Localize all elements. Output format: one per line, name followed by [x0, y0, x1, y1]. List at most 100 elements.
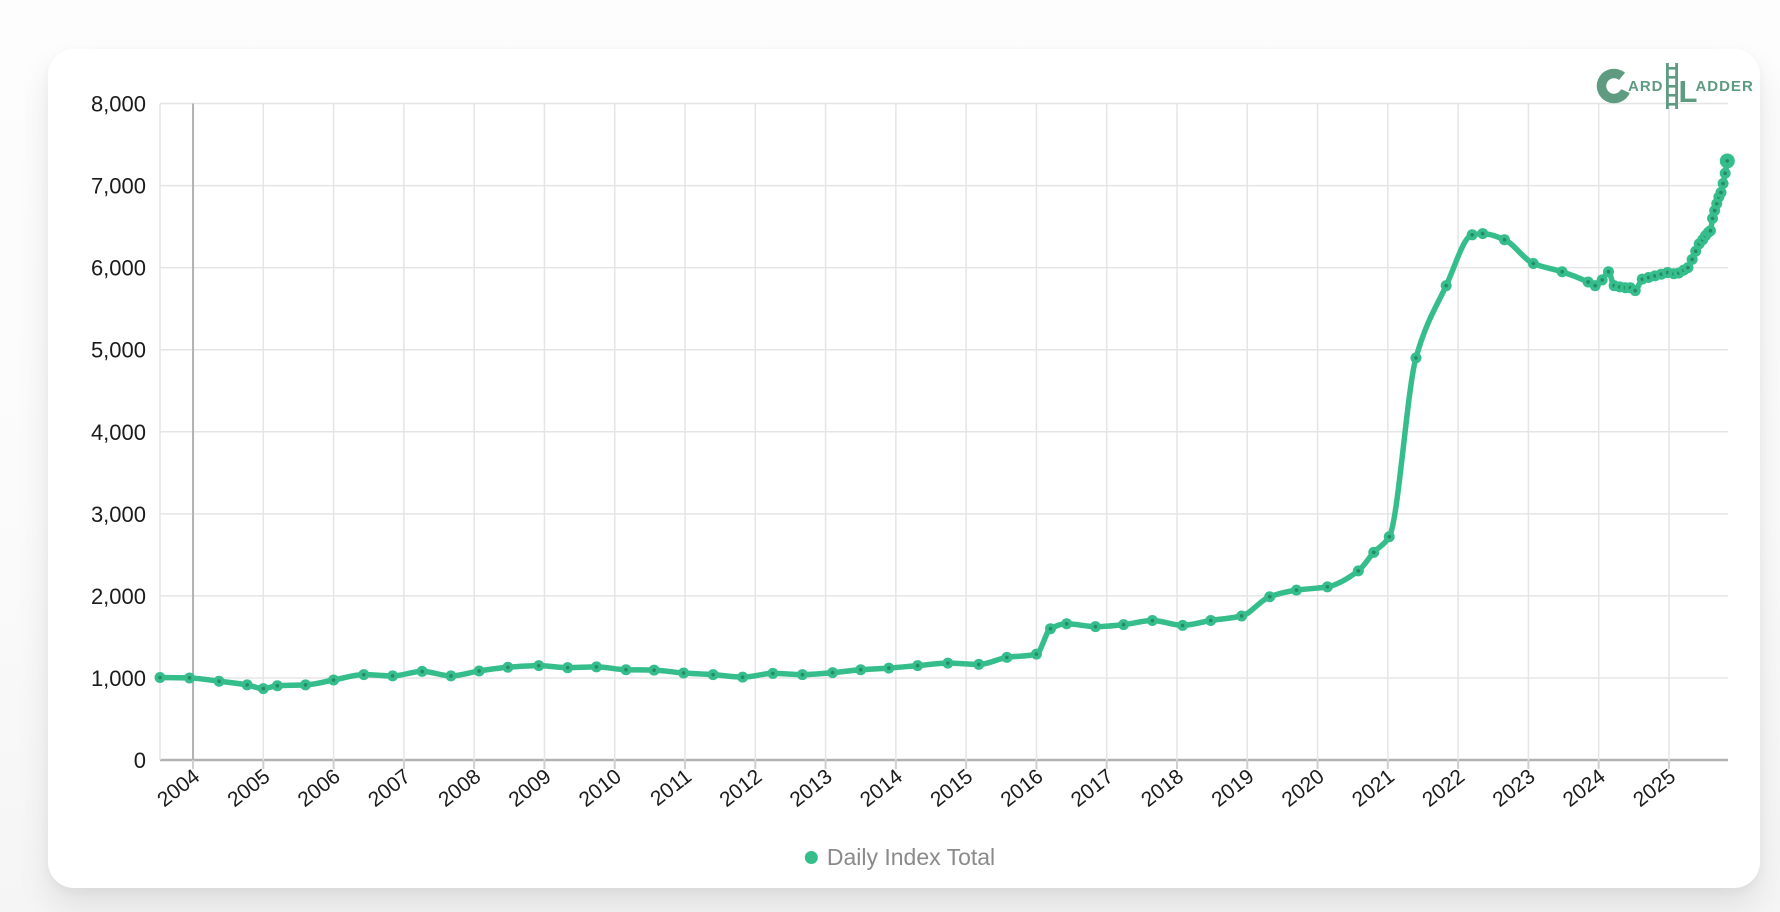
data-point[interactable]	[973, 658, 985, 670]
data-point[interactable]	[1001, 651, 1013, 663]
data-point[interactable]	[1146, 614, 1158, 626]
data-point-center	[1686, 265, 1690, 270]
data-point-center	[303, 683, 308, 687]
data-point[interactable]	[1368, 546, 1380, 558]
data-point[interactable]	[387, 670, 399, 682]
data-point[interactable]	[1682, 262, 1694, 274]
x-tick-label: 2010	[575, 765, 626, 812]
data-point[interactable]	[590, 661, 602, 673]
data-point[interactable]	[299, 679, 311, 691]
data-point[interactable]	[767, 667, 779, 679]
data-point[interactable]	[1061, 618, 1073, 630]
data-point-center	[1470, 233, 1474, 237]
data-point[interactable]	[257, 683, 269, 695]
data-point[interactable]	[241, 679, 253, 691]
data-point-center	[245, 683, 249, 687]
data-point[interactable]	[1499, 234, 1511, 246]
data-point[interactable]	[213, 675, 225, 687]
data-point-center	[506, 665, 510, 670]
data-point-center	[1708, 228, 1713, 233]
data-point[interactable]	[942, 657, 954, 669]
data-point[interactable]	[1527, 258, 1539, 270]
data-point[interactable]	[445, 670, 457, 682]
data-point-center	[681, 671, 686, 675]
data-point[interactable]	[1044, 623, 1056, 635]
data-point-center	[1480, 231, 1485, 236]
data-point-center	[565, 665, 570, 670]
data-point-center	[946, 661, 950, 665]
data-point[interactable]	[1715, 187, 1727, 199]
data-point[interactable]	[1352, 565, 1364, 577]
data-point[interactable]	[1205, 614, 1217, 626]
data-point[interactable]	[1290, 584, 1302, 596]
data-point-center	[261, 686, 266, 691]
x-tick-label: 2018	[1137, 765, 1188, 812]
data-point[interactable]	[473, 665, 485, 677]
data-point[interactable]	[883, 662, 895, 674]
data-point[interactable]	[1719, 167, 1731, 179]
data-point[interactable]	[737, 671, 749, 683]
data-point[interactable]	[154, 672, 166, 684]
data-point[interactable]	[1089, 621, 1101, 633]
data-point[interactable]	[707, 669, 719, 681]
data-point-center	[887, 666, 891, 670]
data-point-center	[1371, 550, 1376, 555]
data-point[interactable]	[1030, 648, 1042, 660]
x-tick-label: 2006	[294, 765, 345, 812]
data-point[interactable]	[1477, 228, 1489, 240]
data-point[interactable]	[796, 669, 808, 681]
data-point[interactable]	[1236, 610, 1248, 622]
data-point[interactable]	[1556, 266, 1568, 278]
data-point-center	[652, 668, 656, 672]
logo-ladder-icon	[1665, 63, 1678, 109]
data-point-center	[800, 672, 805, 677]
data-point[interactable]	[1719, 153, 1735, 169]
x-tick-label: 2017	[1067, 765, 1118, 812]
x-tick-label: 2019	[1207, 765, 1258, 812]
data-point[interactable]	[678, 667, 690, 679]
data-point-center	[1586, 280, 1590, 284]
y-tick-label: 5,000	[91, 338, 146, 363]
data-point[interactable]	[1177, 619, 1189, 631]
data-point-center	[1633, 288, 1638, 293]
legend[interactable]: Daily Index Total	[804, 844, 995, 871]
data-point[interactable]	[1383, 531, 1395, 543]
logo-text-l: L	[1678, 73, 1698, 109]
data-point-center	[420, 669, 424, 674]
data-point[interactable]	[1264, 591, 1276, 603]
data-point[interactable]	[1686, 253, 1698, 265]
data-point-center	[390, 674, 395, 678]
data-point[interactable]	[1410, 352, 1422, 364]
data-point-center	[1414, 356, 1418, 360]
data-point[interactable]	[416, 665, 428, 677]
data-point[interactable]	[1603, 266, 1615, 278]
data-point-center	[449, 674, 453, 678]
data-point[interactable]	[328, 674, 340, 686]
data-point[interactable]	[1118, 619, 1130, 631]
data-point-center	[1150, 618, 1155, 623]
data-point[interactable]	[358, 669, 370, 681]
data-point[interactable]	[827, 667, 839, 679]
data-point[interactable]	[855, 664, 867, 676]
data-point-center	[1444, 283, 1448, 288]
data-point[interactable]	[1321, 581, 1333, 593]
data-point-center	[1267, 594, 1272, 599]
data-point[interactable]	[1440, 280, 1452, 292]
data-point[interactable]	[648, 664, 660, 676]
data-point[interactable]	[1466, 229, 1478, 241]
data-point[interactable]	[1629, 285, 1641, 297]
data-point[interactable]	[271, 680, 283, 692]
data-point[interactable]	[184, 672, 196, 684]
data-point[interactable]	[533, 660, 545, 672]
data-point[interactable]	[620, 664, 632, 676]
data-point[interactable]	[912, 660, 924, 672]
x-tick-label: 2016	[997, 765, 1048, 812]
data-point[interactable]	[502, 661, 514, 673]
data-point[interactable]	[1717, 178, 1729, 190]
data-point[interactable]	[1596, 274, 1608, 286]
data-point[interactable]	[1704, 225, 1716, 237]
data-point[interactable]	[562, 662, 574, 674]
data-point-center	[1387, 534, 1392, 539]
data-point-center	[711, 672, 715, 677]
